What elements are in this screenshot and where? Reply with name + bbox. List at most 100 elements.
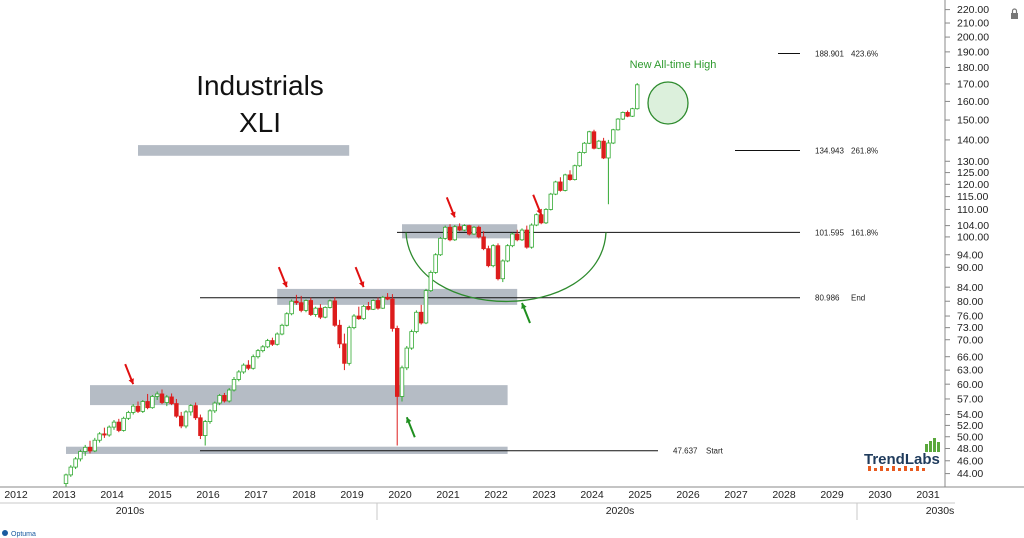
x-tick-label: 2025 [628,489,652,501]
candle-body [145,401,150,409]
y-tick-label: 110.00 [957,204,988,216]
fib-level-value: 134.943 [815,147,844,156]
candle-body [466,225,472,235]
brand-bar [937,442,940,452]
candle-body [246,364,251,369]
candle-body [337,324,342,345]
candle-body [318,307,323,318]
red-arrow [354,266,365,288]
candle-body [615,118,621,131]
y-tick-label: 84.00 [957,282,983,294]
y-tick-label: 104.00 [957,220,989,232]
candle-body [635,84,640,110]
candle-body [433,254,438,273]
candle-body [154,393,160,397]
candle-body [183,411,189,427]
y-tick-label: 73.00 [957,322,983,334]
candle-body [519,229,525,241]
candle-body [116,421,121,431]
candle-body [342,343,347,364]
y-tick-label: 180.00 [957,62,989,74]
x-tick-label: 2029 [820,489,844,501]
brand-bar [910,468,913,471]
candle-body [73,458,78,468]
x-tick-label: 2021 [436,489,460,501]
x-tick-label: 2019 [340,489,364,501]
x-tick-label: 2013 [52,489,76,501]
fib-level-label: End [851,294,865,303]
candle-body [107,426,112,436]
candle-body [587,131,592,144]
y-tick-label: 100.00 [957,232,989,244]
x-axis-panel [0,487,1024,538]
candle-body [236,371,241,380]
candle-body [611,129,616,144]
candle-body [92,439,97,452]
candle-body [370,300,376,310]
y-tick-label: 90.00 [957,262,983,274]
candle-body [284,313,289,326]
candle-body [563,174,568,191]
candle-body [130,405,136,413]
candle-body [539,214,544,224]
candle-body [601,140,606,159]
candle-body [548,193,553,210]
candle-body [78,451,83,460]
candle-body [356,315,361,320]
candle-body [500,260,505,280]
candle-body [515,233,520,241]
candle-body [534,214,539,226]
x-tick-label: 2014 [100,489,124,501]
brand-bar [880,466,883,471]
candle-body [452,226,457,241]
x-tick-label: 2030 [868,489,892,501]
x-tick-label: 2022 [484,489,508,501]
price-zone [402,224,518,239]
candle-body [68,466,73,476]
candle-body [140,401,145,412]
y-tick-label: 140.00 [957,135,989,147]
candle-body [188,405,193,413]
y-tick-label: 44.00 [957,468,983,480]
candle-body [87,446,93,452]
price-zone [277,288,518,305]
candle-body [510,233,515,247]
y-tick-label: 210.00 [957,18,989,30]
brand-bar [898,468,901,471]
y-tick-label: 190.00 [957,46,989,58]
fib-level-value: 188.901 [815,50,844,59]
candle-body [193,405,198,419]
candle-body [361,305,366,320]
candle-body [620,112,625,120]
candle-body [63,474,69,484]
y-axis-ticks: 220.00 210.00 200.00 190.00 180.00 170.00 160.… [945,4,989,480]
candle-body [447,226,453,241]
decade-label: 2030s [926,505,955,517]
lock-icon[interactable] [1011,8,1018,19]
fib-level-value: 80.986 [815,294,840,303]
candle-body [428,272,433,292]
y-tick-label: 150.00 [957,115,989,127]
x-tick-label: 2026 [676,489,700,501]
fib-level-label: Start [706,447,724,456]
candle-body [385,296,390,300]
candle-body [265,340,270,348]
fib-level-value: 101.595 [815,228,844,237]
fib-level-label: 161.8% [851,228,878,237]
y-tick-label: 220.00 [957,4,989,16]
x-tick-label: 2027 [724,489,748,501]
x-axis-decades: 2010s 2020s 2030s [116,503,955,520]
candle-body [207,410,213,422]
brand-bar [868,466,871,471]
candle-body [169,396,174,404]
y-tick-label: 60.00 [957,379,983,391]
red-arrow [532,194,543,216]
candle-body [164,396,169,403]
candle-body [457,226,462,231]
candle-body [423,290,429,324]
chart-title-line1: Industrials [196,70,324,101]
candle-body [375,300,381,309]
y-tick-label: 200.00 [957,32,989,44]
candle-body [390,298,395,329]
